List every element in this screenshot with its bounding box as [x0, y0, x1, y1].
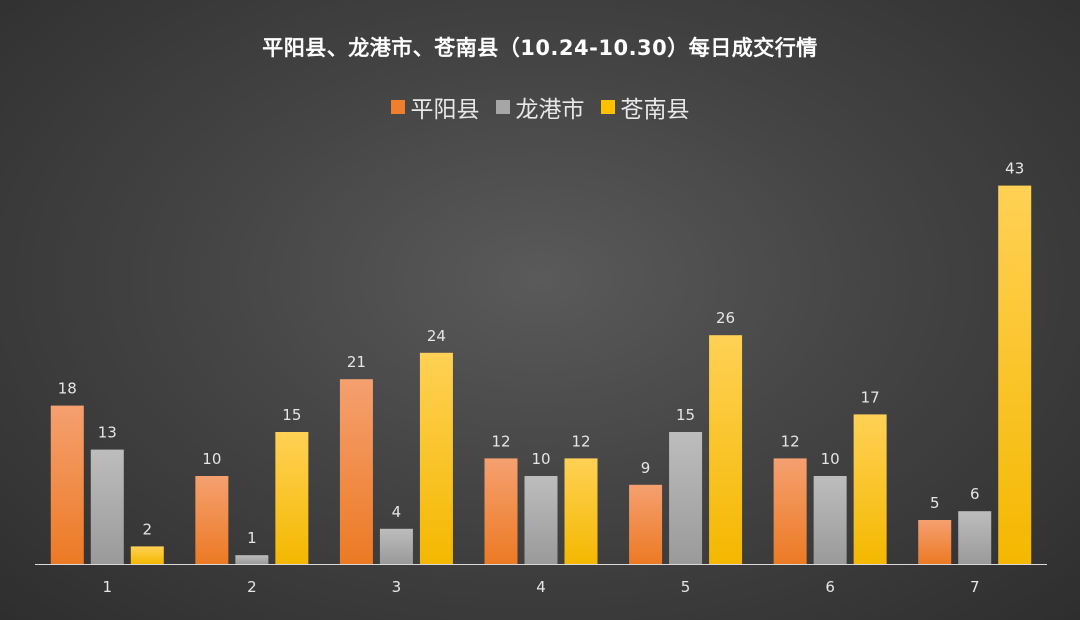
bar-cangnan-6: [853, 414, 887, 564]
bar-pingyang-7: [918, 520, 952, 564]
legend: 平阳县 龙港市 苍南县: [0, 90, 1080, 124]
bar-longgang-3: [379, 528, 413, 564]
data-label-longgang-1: 13: [98, 424, 117, 442]
legend-swatch-pingyang: [390, 100, 405, 114]
data-label-longgang-3: 4: [392, 503, 402, 521]
x-tick-label-2: 2: [247, 578, 257, 596]
data-label-cangnan-7: 43: [1005, 160, 1024, 178]
data-label-cangnan-5: 26: [716, 309, 735, 327]
x-tick-labels-group: 1 2 3 4 5 6 7: [103, 578, 980, 596]
data-label-pingyang-2: 10: [202, 450, 221, 468]
data-label-pingyang-5: 9: [641, 459, 651, 477]
x-tick-label-1: 1: [103, 578, 113, 596]
data-label-cangnan-4: 12: [571, 432, 590, 450]
data-label-longgang-2: 1: [247, 529, 257, 547]
legend-label-pingyang: 平阳县: [410, 97, 480, 123]
bar-cangnan-3: [419, 352, 453, 564]
bar-longgang-6: [813, 476, 847, 564]
bar-pingyang-6: [773, 458, 807, 564]
chart-title: 平阳县、龙港市、苍南县（10.24-10.30）每日成交行情: [262, 36, 818, 60]
data-label-longgang-6: 10: [821, 450, 840, 468]
bar-cangnan-7: [998, 185, 1032, 564]
bar-cangnan-5: [709, 335, 743, 564]
data-label-pingyang-6: 12: [781, 432, 800, 450]
data-label-cangnan-3: 24: [427, 327, 446, 345]
data-label-pingyang-7: 5: [930, 494, 940, 512]
data-label-longgang-4: 10: [531, 450, 550, 468]
data-label-pingyang-1: 18: [58, 380, 77, 398]
legend-swatch-cangnan: [600, 100, 615, 114]
data-label-longgang-5: 15: [676, 406, 695, 424]
bar-pingyang-5: [629, 484, 663, 564]
bar-longgang-1: [90, 449, 124, 564]
x-tick-label-4: 4: [536, 578, 546, 596]
bars-group: [50, 185, 1032, 564]
data-label-cangnan-1: 2: [143, 520, 153, 538]
bar-cangnan-1: [130, 546, 164, 564]
bar-cangnan-2: [275, 432, 309, 564]
bar-longgang-7: [958, 511, 992, 564]
data-label-longgang-7: 6: [970, 485, 980, 503]
bar-longgang-4: [524, 476, 558, 564]
bar-longgang-5: [669, 432, 703, 564]
x-tick-label-6: 6: [825, 578, 835, 596]
bar-pingyang-3: [339, 379, 373, 564]
legend-item-pingyang: 平阳县: [390, 90, 480, 124]
data-label-pingyang-4: 12: [491, 432, 510, 450]
legend-item-longgang: 龙港市: [495, 90, 585, 124]
x-tick-label-5: 5: [681, 578, 691, 596]
bar-cangnan-4: [564, 458, 598, 564]
data-label-pingyang-3: 21: [347, 353, 366, 371]
bar-pingyang-4: [484, 458, 518, 564]
legend-item-cangnan: 苍南县: [600, 90, 690, 124]
x-tick-label-3: 3: [392, 578, 402, 596]
bar-pingyang-1: [50, 405, 84, 564]
x-tick-label-7: 7: [970, 578, 980, 596]
value-labels-group: 18 13 2 10 1 15 21 4 24 12 10 12 9 15 26 12 10 17 5 6 43: [58, 160, 1025, 548]
legend-label-longgang: 龙港市: [515, 97, 585, 123]
bar-longgang-2: [235, 555, 269, 564]
bar-pingyang-2: [195, 476, 229, 564]
legend-label-cangnan: 苍南县: [620, 97, 690, 123]
data-label-cangnan-6: 17: [861, 388, 880, 406]
legend-swatch-longgang: [495, 100, 510, 114]
data-label-cangnan-2: 15: [282, 406, 301, 424]
